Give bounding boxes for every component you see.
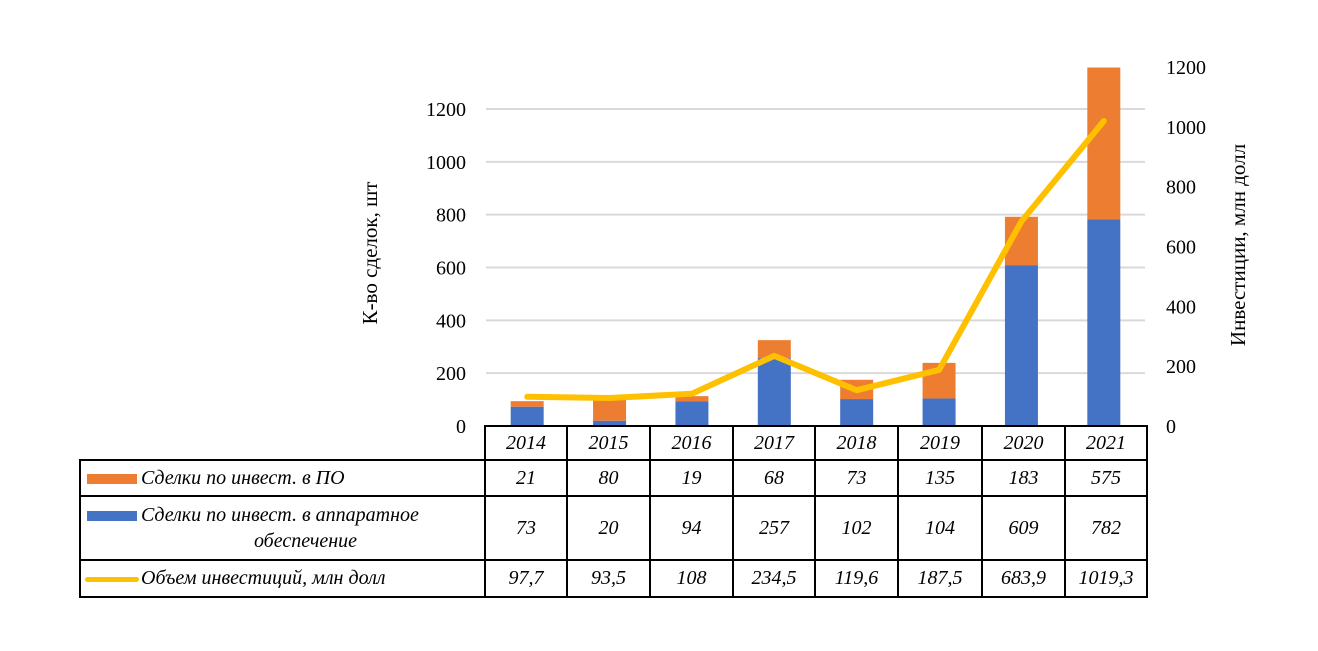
left-tick-label: 600 <box>436 258 466 280</box>
data-table-cell: 257 <box>732 495 816 561</box>
bar-segment <box>510 406 544 426</box>
data-table-cell: 187,5 <box>897 559 983 598</box>
bar-segment <box>757 358 791 426</box>
bars <box>510 67 1121 426</box>
legend-swatch-orange <box>87 473 137 484</box>
bar-segment <box>757 340 791 359</box>
left-tick-label: 1200 <box>426 99 466 121</box>
data-table-row-software: Сделки по инвест. в ПО 21 80 19 68 73 135 183 5… <box>79 459 1148 497</box>
data-table-cell: 234,5 <box>732 559 816 598</box>
data-table-cell: 683,9 <box>981 559 1066 598</box>
investment-line <box>524 118 1107 402</box>
legend-swatch-blue <box>87 511 137 522</box>
legend-label-cont: обеспечение <box>253 530 358 552</box>
right-axis-ticks: 0 200 400 600 800 1000 1200 <box>1166 57 1206 438</box>
right-tick-label: 1200 <box>1166 57 1206 79</box>
gridlines <box>486 108 1145 375</box>
legend-entry-investment: Объем инвестиций, млн долл <box>79 559 486 598</box>
data-table-cell: 97,7 <box>484 559 568 598</box>
bar-segment <box>675 401 709 426</box>
bar-segment <box>1004 265 1038 426</box>
left-axis-ticks: 0 200 400 600 800 1000 1200 <box>426 99 466 438</box>
right-tick-label: 200 <box>1166 356 1196 378</box>
legend-label: Сделки по инвест. в аппаратное <box>141 504 419 526</box>
data-table-cell: 80 <box>566 459 651 497</box>
data-table-cell: 575 <box>1064 459 1148 497</box>
legend-label: Сделки по инвест. в ПО <box>141 466 345 489</box>
bar-segment <box>1087 67 1121 220</box>
left-tick-label: 1000 <box>426 152 466 174</box>
data-table-cell: 119,6 <box>814 559 899 598</box>
right-axis-title: Инвестиции, млн долл <box>1226 144 1250 346</box>
line-series <box>524 118 1107 402</box>
data-table-cell: 108 <box>649 559 734 598</box>
bar-segment <box>1087 219 1121 426</box>
legend-label: Объем инвестиций, млн долл <box>141 567 386 589</box>
bar-segment <box>922 398 956 426</box>
data-table-cell: 93,5 <box>566 559 651 598</box>
right-tick-label: 1000 <box>1166 117 1206 139</box>
data-table-header-row: 2014 2015 2016 2017 2018 2019 2020 2021 <box>80 425 1148 461</box>
category-label: 2019 <box>897 425 983 461</box>
category-label: 2016 <box>649 425 734 461</box>
data-table-cell: 135 <box>897 459 983 497</box>
legend-entry-hardware: Сделки по инвест. в аппаратное обеспечен… <box>79 495 486 561</box>
data-table-cell: 73 <box>484 495 568 561</box>
data-table: 2014 2015 2016 2017 2018 2019 2020 2021 Сделки … <box>79 425 1148 598</box>
data-table-cell: 609 <box>981 495 1066 561</box>
bar-segment <box>593 420 627 426</box>
data-table-corner <box>80 426 485 460</box>
right-tick-label: 400 <box>1166 296 1196 318</box>
category-label: 2018 <box>814 425 899 461</box>
bar-segment <box>593 399 627 421</box>
category-label: 2017 <box>732 425 816 461</box>
data-table-cell: 68 <box>732 459 816 497</box>
data-table-cell: 183 <box>981 459 1066 497</box>
left-tick-label: 800 <box>436 205 466 227</box>
bar-segment <box>840 399 874 426</box>
category-label: 2020 <box>981 425 1066 461</box>
legend-line-yellow <box>85 576 139 582</box>
bar-segment <box>675 396 709 402</box>
data-table-cell: 94 <box>649 495 734 561</box>
right-tick-label: 800 <box>1166 177 1196 199</box>
data-table-cell: 782 <box>1064 495 1148 561</box>
data-table-cell: 19 <box>649 459 734 497</box>
left-tick-label: 0 <box>456 416 466 438</box>
left-axis-title: К-во сделок, шт <box>358 182 382 325</box>
data-table-row-investment: Объем инвестиций, млн долл 97,7 93,5 108 23… <box>79 559 1148 598</box>
left-tick-label: 400 <box>436 310 466 332</box>
legend-entry-software: Сделки по инвест. в ПО <box>79 459 486 497</box>
data-table-row-hardware: Сделки по инвест. в аппаратное обеспечен… <box>79 495 1148 561</box>
right-tick-label: 600 <box>1166 237 1196 259</box>
category-label: 2021 <box>1064 425 1148 461</box>
data-table-cell: 21 <box>484 459 568 497</box>
data-table-cell: 20 <box>566 495 651 561</box>
data-table-cell: 102 <box>814 495 899 561</box>
category-label: 2015 <box>566 425 651 461</box>
category-label: 2014 <box>484 425 568 461</box>
right-tick-label: 0 <box>1166 416 1176 438</box>
data-table-cell: 104 <box>897 495 983 561</box>
data-table-cell: 1019,3 <box>1064 559 1148 598</box>
bar-segment <box>510 401 544 407</box>
left-tick-label: 200 <box>436 363 466 385</box>
data-table-cell: 73 <box>814 459 899 497</box>
